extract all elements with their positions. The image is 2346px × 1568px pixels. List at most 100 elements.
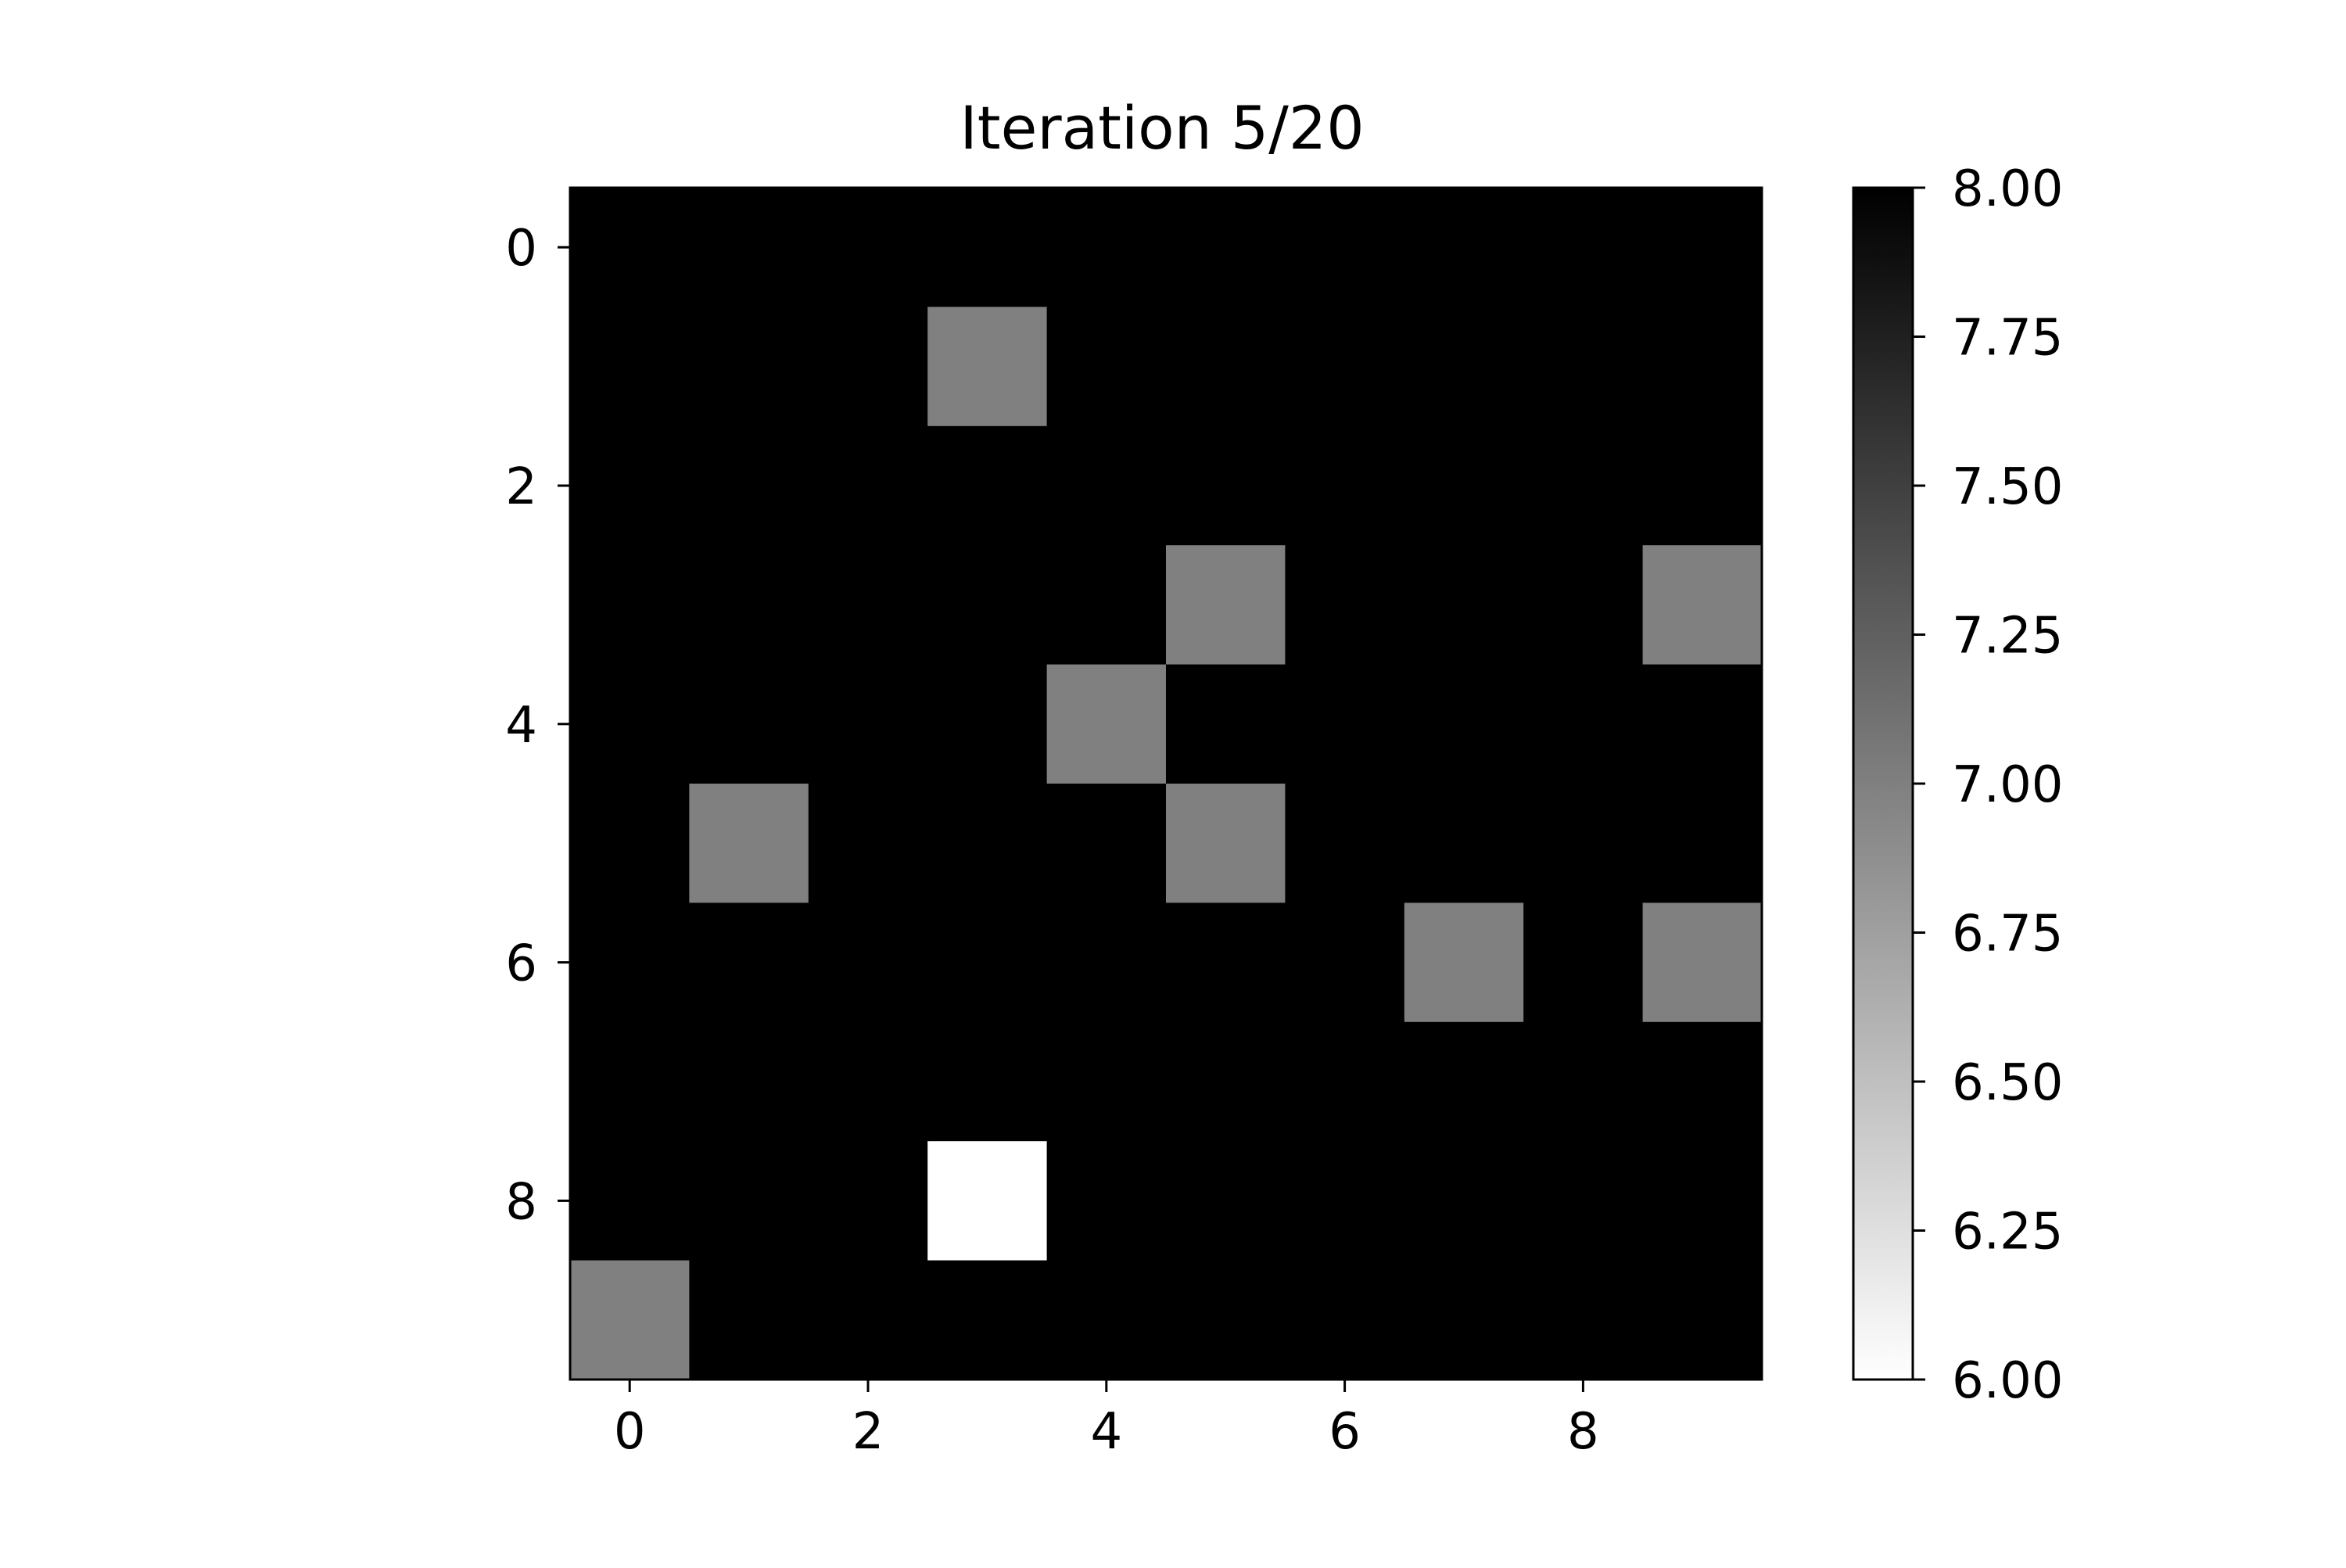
heatmap-cell	[689, 1260, 809, 1380]
y-tick-label: 2	[505, 458, 537, 516]
x-tick-label: 6	[1329, 1403, 1361, 1461]
heatmap-cell	[1523, 545, 1644, 666]
heatmap-cell	[1166, 307, 1286, 427]
heatmap-cell	[1166, 425, 1286, 546]
heatmap-cell	[927, 545, 1048, 666]
heatmap-cell	[1046, 1021, 1167, 1142]
heatmap-cell	[1523, 902, 1644, 1023]
colorbar-tick-label: 6.75	[1952, 906, 2064, 963]
heatmap-cell	[689, 784, 809, 903]
colorbar-tick-label: 7.25	[1952, 608, 2064, 666]
heatmap-cell	[1046, 545, 1167, 666]
colorbar-tick-label: 6.00	[1952, 1352, 2064, 1410]
heatmap-cell	[689, 1141, 809, 1261]
heatmap-cell	[570, 545, 690, 666]
heatmap-cell	[1523, 188, 1644, 307]
heatmap-cell	[1642, 307, 1763, 427]
x-tick-label: 8	[1567, 1403, 1599, 1461]
heatmap-cell	[1046, 664, 1167, 784]
heatmap-cell	[1285, 188, 1405, 307]
chart-title: Iteration 5/20	[960, 93, 1364, 163]
heatmap-cell	[689, 425, 809, 546]
heatmap-cell	[689, 902, 809, 1023]
heatmap-cell	[1046, 1260, 1167, 1380]
heatmap-cell	[927, 307, 1048, 427]
heatmap-cell	[1642, 1260, 1763, 1380]
heatmap-cell	[1642, 425, 1763, 546]
heatmap-cell	[927, 1141, 1048, 1261]
heatmap-cell	[1404, 664, 1524, 784]
heatmap-cell	[1523, 1021, 1644, 1142]
colorbar-axis: 6.00 6.25 6.50 6.75 7.00 7.25 7.50 7.75 8.00	[1913, 160, 2064, 1410]
heatmap-cell	[808, 1260, 928, 1380]
y-tick-label: 4	[505, 697, 537, 755]
heatmap-cell	[1642, 545, 1763, 666]
heatmap-cell	[570, 784, 690, 903]
heatmap-cell	[689, 664, 809, 784]
heatmap-cell	[1285, 307, 1405, 427]
colorbar-tick-label: 7.00	[1952, 756, 2064, 814]
heatmap-cell	[689, 545, 809, 666]
heatmap-cell	[570, 188, 690, 307]
heatmap-cell	[1404, 1141, 1524, 1261]
heatmap-cell	[1404, 1260, 1524, 1380]
heatmap-cell	[1404, 1021, 1524, 1142]
heatmap-cell	[808, 664, 928, 784]
colorbar	[1852, 186, 1914, 1381]
heatmap-cell	[1166, 784, 1286, 903]
heatmap-cell	[1166, 902, 1286, 1023]
heatmap-cell	[927, 1260, 1048, 1380]
heatmap-cell	[1166, 1021, 1286, 1142]
heatmap-cell	[1285, 1141, 1405, 1261]
heatmap-cell	[1404, 784, 1524, 903]
heatmap-cell	[1404, 307, 1524, 427]
heatmap-cell	[1046, 307, 1167, 427]
heatmap-cell	[1642, 664, 1763, 784]
heatmap-cell	[689, 188, 809, 307]
heatmap-cell	[1285, 545, 1405, 666]
heatmap-cell	[1046, 425, 1167, 546]
heatmap-cell	[1642, 1021, 1763, 1142]
heatmap-cell	[570, 1260, 690, 1380]
heatmap-cell	[1166, 1141, 1286, 1261]
heatmap-cell	[1523, 664, 1644, 784]
colorbar-tick-label: 7.50	[1952, 458, 2064, 516]
heatmap-cell	[808, 425, 928, 546]
heatmap-cell	[1642, 902, 1763, 1023]
heatmap-cell	[808, 902, 928, 1023]
y-tick-label: 8	[505, 1173, 537, 1231]
x-tick-label: 0	[614, 1403, 646, 1461]
colorbar-tick-label: 7.75	[1952, 310, 2064, 368]
heatmap-cell	[1285, 902, 1405, 1023]
heatmap-cell	[927, 664, 1048, 784]
heatmap-cell	[1523, 307, 1644, 427]
heatmap-cell	[927, 425, 1048, 546]
heatmap-cell	[927, 188, 1048, 307]
heatmap-cell	[808, 545, 928, 666]
heatmap-cell	[927, 902, 1048, 1023]
heatmap-cell	[1166, 664, 1286, 784]
heatmap-cell	[570, 307, 690, 427]
heatmap-cell	[1642, 784, 1763, 903]
heatmap-cell	[1285, 784, 1405, 903]
heatmap-cell	[1642, 1141, 1763, 1261]
heatmap-cell	[1046, 784, 1167, 903]
heatmap-cell	[1404, 425, 1524, 546]
heatmap-cell	[1285, 425, 1405, 546]
heatmap-cell	[1523, 784, 1644, 903]
heatmap-cell	[808, 784, 928, 903]
colorbar-tick-label: 6.25	[1952, 1204, 2064, 1261]
heatmap-cell	[570, 1021, 690, 1142]
heatmap-cell	[1166, 545, 1286, 666]
heatmap-cells	[570, 188, 1763, 1380]
heatmap-cell	[1404, 902, 1524, 1023]
heatmap-cell	[808, 1141, 928, 1261]
colorbar-tick-label: 8.00	[1952, 160, 2064, 218]
heatmap-cell	[1046, 902, 1167, 1023]
heatmap-cell	[570, 902, 690, 1023]
heatmap-cell	[1523, 1260, 1644, 1380]
heatmap-cell	[1523, 425, 1644, 546]
y-tick-label: 0	[505, 220, 537, 278]
heatmap-cell	[689, 307, 809, 427]
